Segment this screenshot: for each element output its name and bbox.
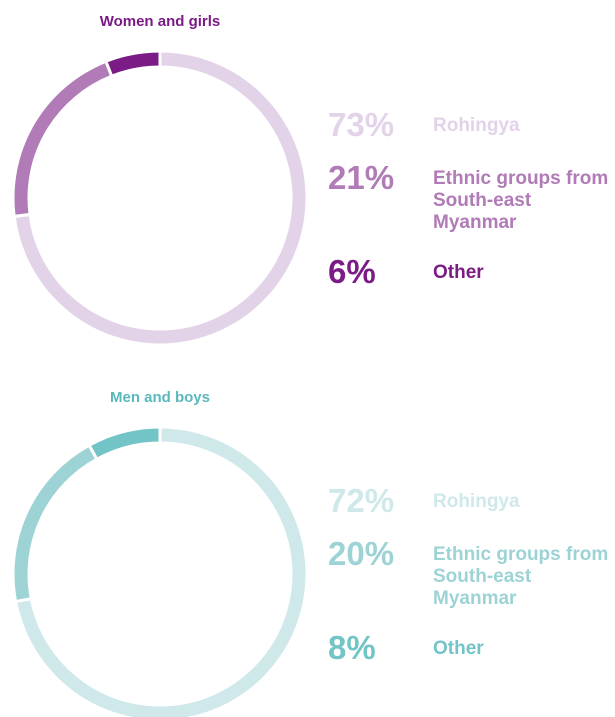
chart-title: Women and girls bbox=[99, 13, 221, 30]
value-label: 20% bbox=[328, 535, 395, 572]
pie-slice bbox=[11, 443, 99, 604]
legend-label: Other bbox=[433, 638, 484, 659]
pie-slice bbox=[103, 49, 162, 79]
legend-label: Rohingya bbox=[433, 491, 520, 512]
value-label: 21% bbox=[328, 159, 395, 196]
pie-slice bbox=[87, 425, 162, 462]
chart-title: Men and boys bbox=[109, 389, 210, 406]
legend-label: Rohingya bbox=[433, 115, 520, 136]
value-label: 6% bbox=[328, 253, 376, 290]
value-label: 72% bbox=[328, 482, 395, 519]
value-label: 8% bbox=[328, 629, 376, 666]
legend-label: Ethnic groups from South-east Myanmar bbox=[433, 544, 609, 609]
legend-label: Ethnic groups from South-east Myanmar bbox=[433, 168, 609, 233]
legend-label: Other bbox=[433, 262, 484, 283]
value-label: 73% bbox=[328, 106, 395, 143]
pie-slice bbox=[11, 59, 114, 219]
